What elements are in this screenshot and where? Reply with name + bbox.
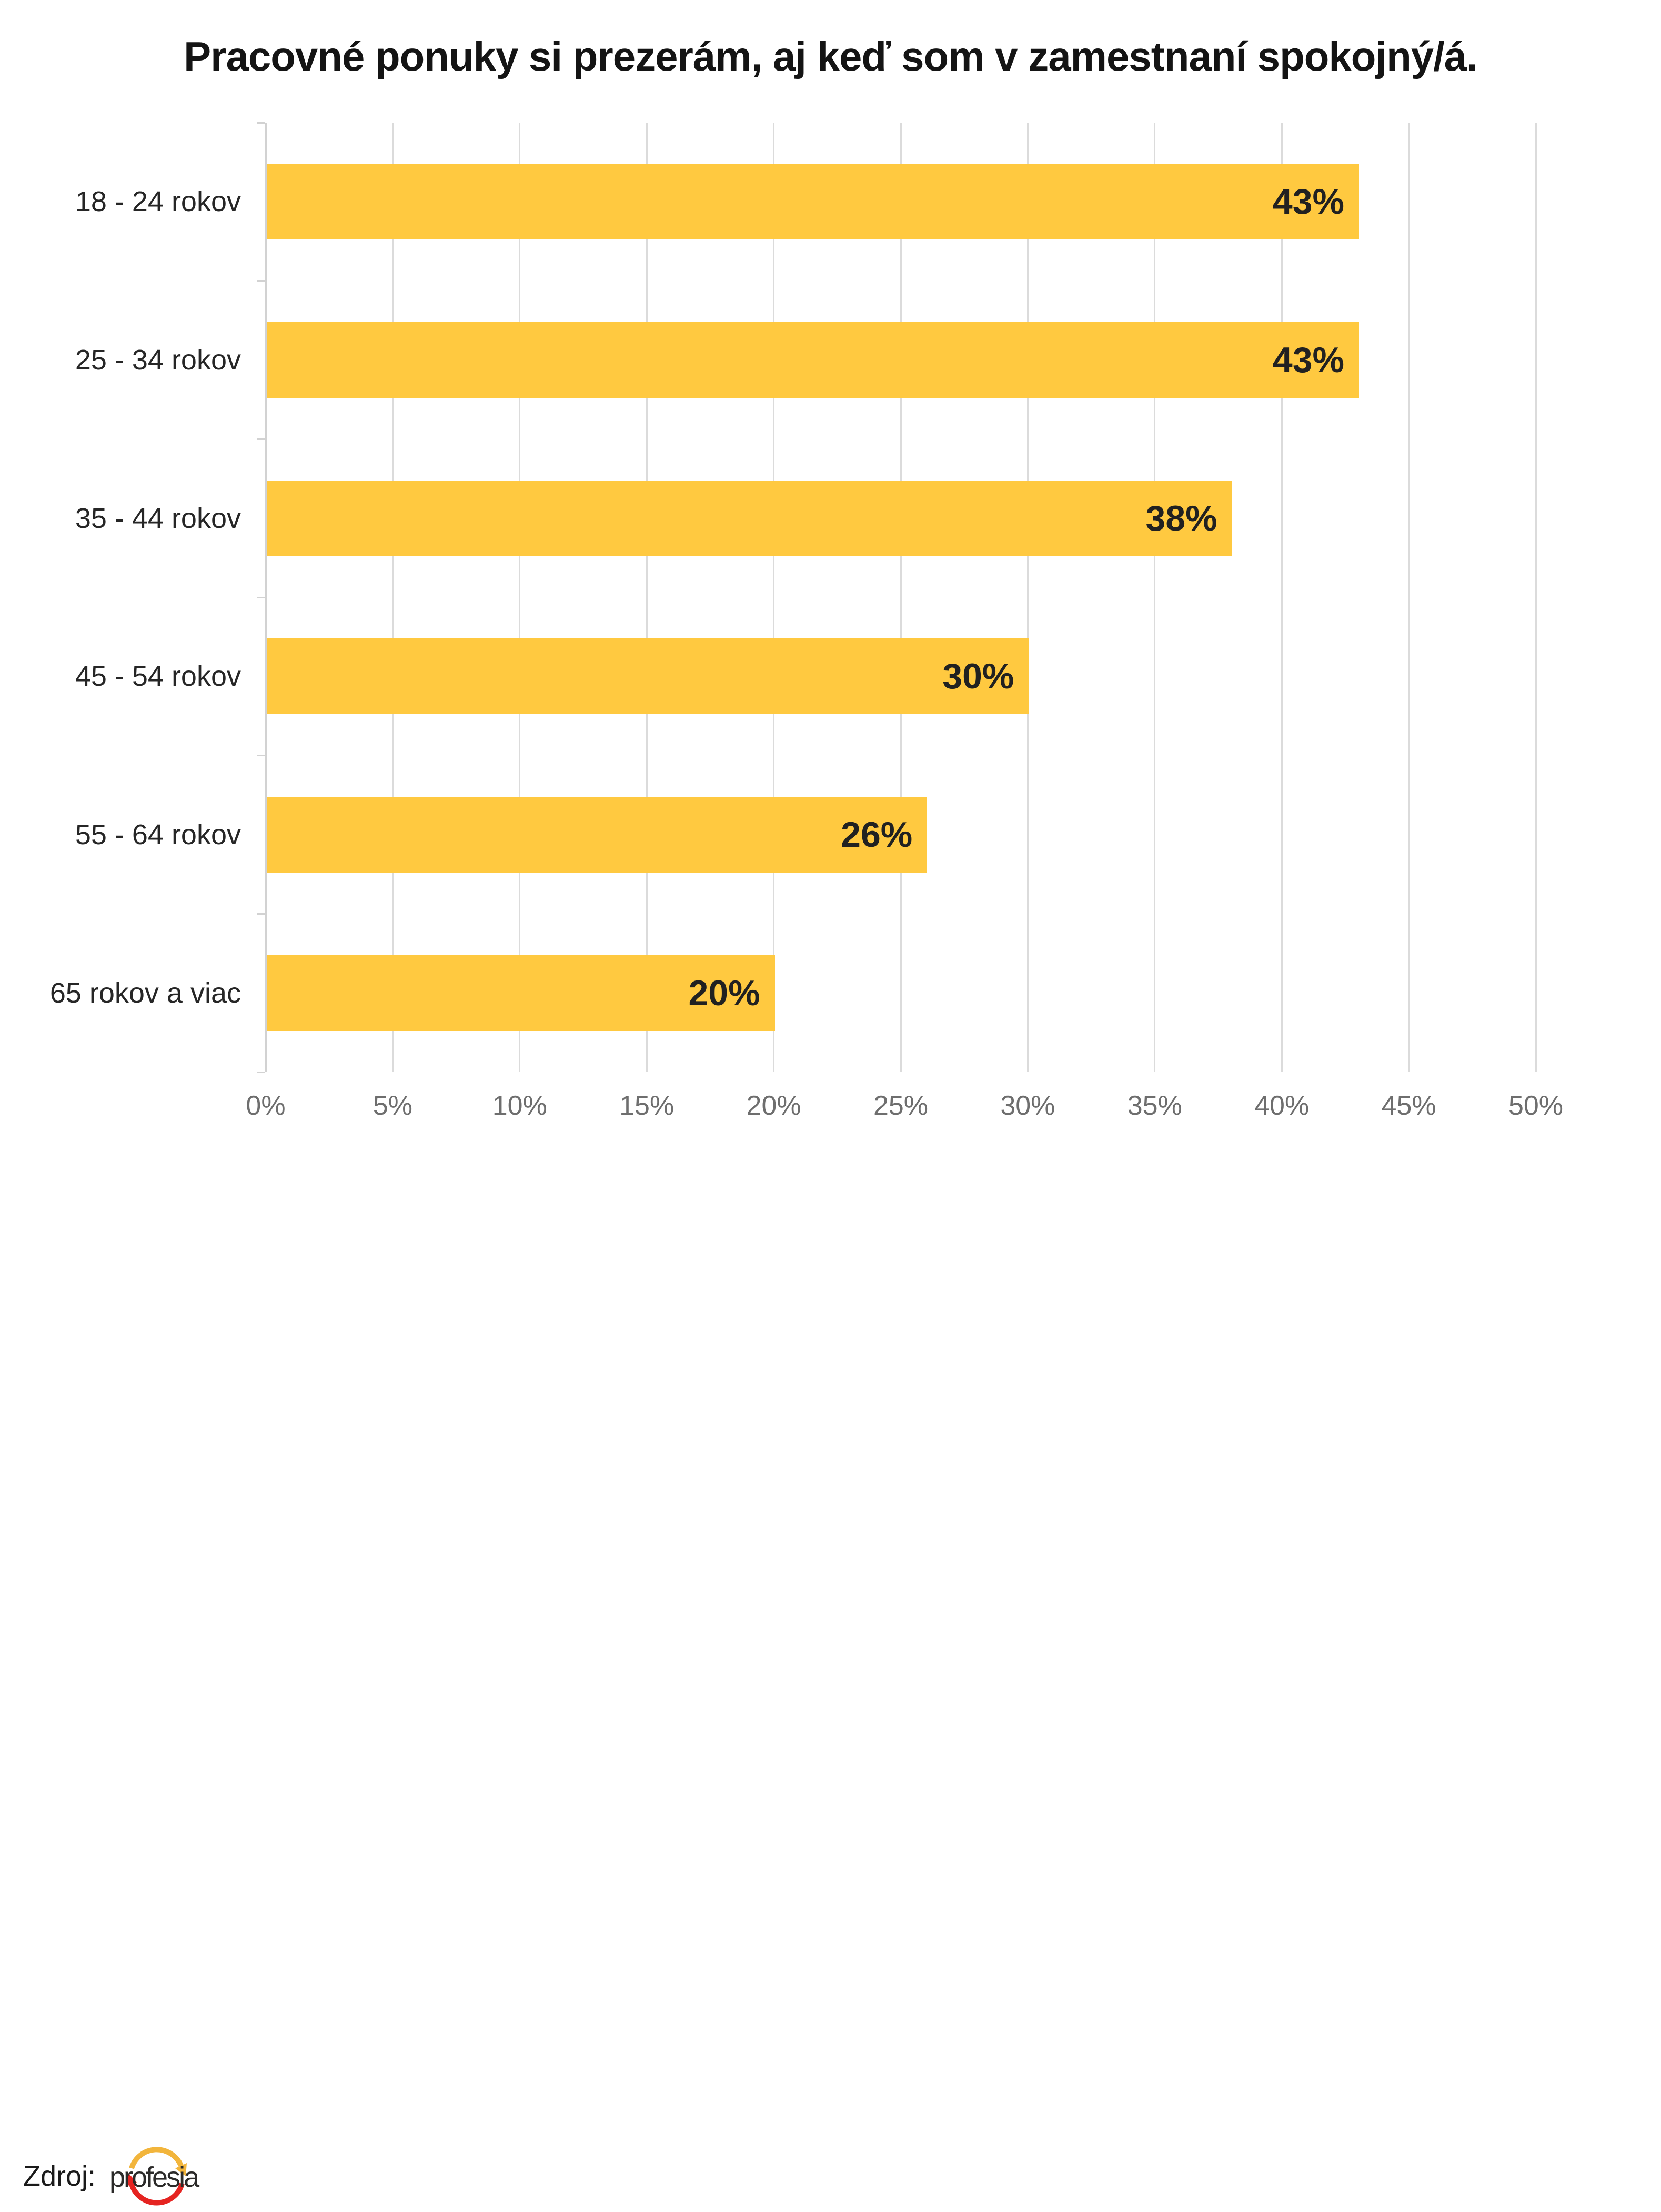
logo-wordmark: profesia (109, 2161, 199, 2193)
gridline (519, 123, 521, 1072)
x-axis-tick-label: 45% (1381, 1090, 1436, 1121)
gridline (391, 123, 394, 1072)
gridline (1408, 123, 1410, 1072)
x-axis-tick-label: 40% (1254, 1090, 1310, 1121)
bar-value-label: 20% (688, 973, 760, 1013)
chart-title: Pracovné ponuky si prezerám, aj keď som … (184, 33, 1478, 79)
plot-area: 43% 43% 38% 30% 26% 20% (257, 122, 1537, 1073)
gridline (1026, 123, 1029, 1072)
bar-55---64-rokov: 26% (267, 797, 928, 873)
axis-tick (257, 438, 265, 440)
category-label: 25 - 34 rokov (75, 344, 241, 376)
source-label: Zdroj: (23, 2160, 96, 2192)
x-axis-tick-label: 35% (1127, 1090, 1182, 1121)
x-axis-tick-label: 0% (246, 1090, 286, 1121)
gridline (1281, 123, 1283, 1072)
bar-35---44-rokov: 38% (267, 480, 1232, 556)
x-axis-tick-label: 25% (873, 1090, 929, 1121)
x-axis-tick-label: 10% (492, 1090, 547, 1121)
bar-25---34-rokov: 43% (267, 322, 1360, 398)
axis-tick (257, 280, 265, 282)
gridline (1154, 123, 1156, 1072)
bar-45---54-rokov: 30% (267, 638, 1029, 715)
axis-tick (257, 596, 265, 598)
gridline (773, 123, 775, 1072)
axis-tick (257, 122, 265, 124)
axis-tick (257, 913, 265, 915)
chart-canvas: Pracovné ponuky si prezerám, aj keď som … (23, 33, 1564, 2206)
category-label: 65 rokov a viac (49, 977, 241, 1009)
bar-value-label: 26% (841, 815, 913, 855)
gridline (1535, 123, 1537, 1072)
bar-value-label: 30% (942, 656, 1014, 697)
x-axis-tick-label: 30% (1000, 1090, 1055, 1121)
axis-tick (257, 1071, 265, 1073)
gridline (646, 123, 648, 1072)
category-label: 55 - 64 rokov (75, 819, 241, 850)
category-label: 35 - 44 rokov (75, 502, 241, 534)
x-axis-tick-label: 5% (373, 1090, 412, 1121)
profesia-logo: profesia (105, 2141, 208, 2212)
x-axis-tick-label: 50% (1508, 1090, 1564, 1121)
y-axis-line (265, 123, 267, 1072)
x-axis-tick-label: 20% (746, 1090, 801, 1121)
bar-18---24-rokov: 43% (267, 164, 1360, 240)
x-axis-tick-label: 15% (619, 1090, 675, 1121)
bar-value-label: 43% (1272, 182, 1345, 222)
category-label: 18 - 24 rokov (75, 186, 241, 218)
axis-tick (257, 755, 265, 757)
bar-value-label: 38% (1145, 498, 1217, 538)
category-label: 45 - 54 rokov (75, 660, 241, 693)
gridline (900, 123, 902, 1072)
bar-65-rokov-a-viac: 20% (267, 955, 775, 1031)
bar-value-label: 43% (1272, 340, 1345, 380)
